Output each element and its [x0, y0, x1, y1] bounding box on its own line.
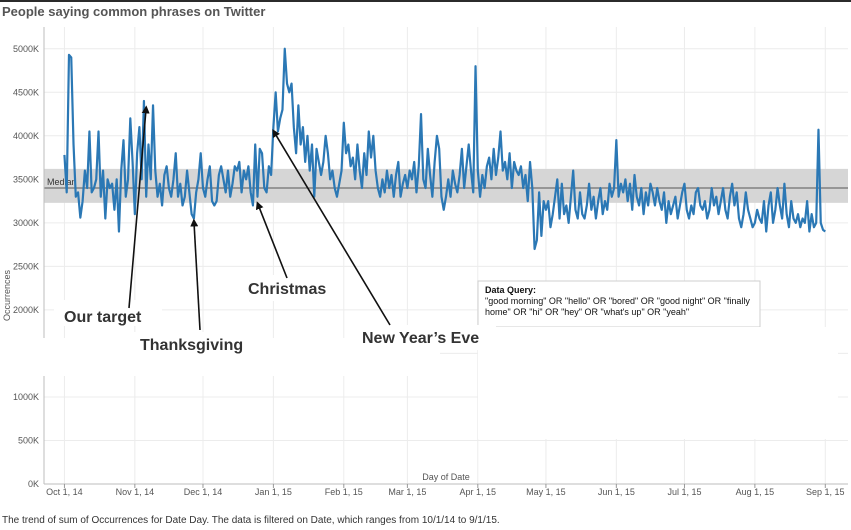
x-tick-label: Feb 1, 15 — [325, 487, 363, 497]
annotation-arrow — [255, 201, 288, 279]
y-tick-label: 0K — [28, 479, 39, 489]
y-tick-label: 2500K — [13, 261, 39, 271]
annotation-label: Christmas — [248, 281, 326, 298]
annotation-label: New Year’s Eve — [362, 330, 479, 347]
x-tick-label: Apr 1, 15 — [460, 487, 497, 497]
data-query-box: Data Query: "good morning" OR "hello" OR… — [477, 280, 761, 328]
annotation-backdrop — [0, 338, 440, 376]
annotation-arrow — [190, 218, 201, 331]
y-tick-label: 1000K — [13, 392, 39, 402]
annotation-backdrop — [54, 300, 162, 326]
x-tick-label: Sep 1, 15 — [806, 487, 845, 497]
x-tick-label: Jun 1, 15 — [598, 487, 635, 497]
annotation-label: Our target — [64, 309, 142, 326]
series-line — [63, 47, 826, 251]
top-border — [0, 0, 851, 2]
chart-title: People saying common phrases on Twitter — [2, 4, 266, 19]
x-tick-label: Dec 1, 14 — [184, 487, 223, 497]
y-tick-label: 3500K — [13, 174, 39, 184]
data-query-line: home" OR "hi" OR "hey" OR "what's up" OR… — [485, 307, 689, 317]
x-tick-label: May 1, 15 — [526, 487, 566, 497]
data-query-line: "good morning" OR "hello" OR "bored" OR … — [485, 296, 750, 306]
x-tick-label: Oct 1, 14 — [46, 487, 83, 497]
y-tick-label: 4500K — [13, 87, 39, 97]
chart-caption: The trend of sum of Occurrences for Date… — [2, 515, 500, 526]
annotation-arrow — [272, 129, 391, 326]
x-axis-title: Day of Date — [422, 472, 470, 482]
y-axis: 0K500K1000K1500K2000K2500K3000K3500K4000… — [13, 27, 45, 489]
median-label: Median — [47, 177, 77, 187]
x-tick-label: Mar 1, 15 — [388, 487, 426, 497]
x-tick-label: Aug 1, 15 — [736, 487, 775, 497]
y-axis-title: Occurrences — [2, 269, 12, 321]
data-query-heading: Data Query: — [485, 285, 536, 295]
y-tick-label: 5000K — [13, 44, 39, 54]
y-tick-label: 3000K — [13, 218, 39, 228]
x-axis: Oct 1, 14 Nov 1, 14 Dec 1, 14 Jan 1, 15 Feb … — [44, 483, 848, 497]
annotations-layer: Our target Thanksgiving Christmas New Year’… — [0, 105, 838, 439]
x-tick-label: Jan 1, 15 — [255, 487, 292, 497]
y-tick-label: 500K — [18, 435, 39, 445]
annotation-label: Thanksgiving — [140, 337, 243, 354]
y-tick-label: 2000K — [13, 305, 39, 315]
x-tick-label: Nov 1, 14 — [116, 487, 155, 497]
series-layer — [63, 47, 826, 251]
y-tick-label: 4000K — [13, 131, 39, 141]
line-chart: Median Oct 1, 14 Nov 1, 14 Dec 1, 14 Jan 1,… — [0, 27, 848, 497]
x-tick-label: Jul 1, 15 — [667, 487, 701, 497]
annotation-backdrop — [243, 275, 338, 301]
annotation-backdrop — [478, 327, 838, 439]
annotation-arrow — [128, 105, 150, 309]
